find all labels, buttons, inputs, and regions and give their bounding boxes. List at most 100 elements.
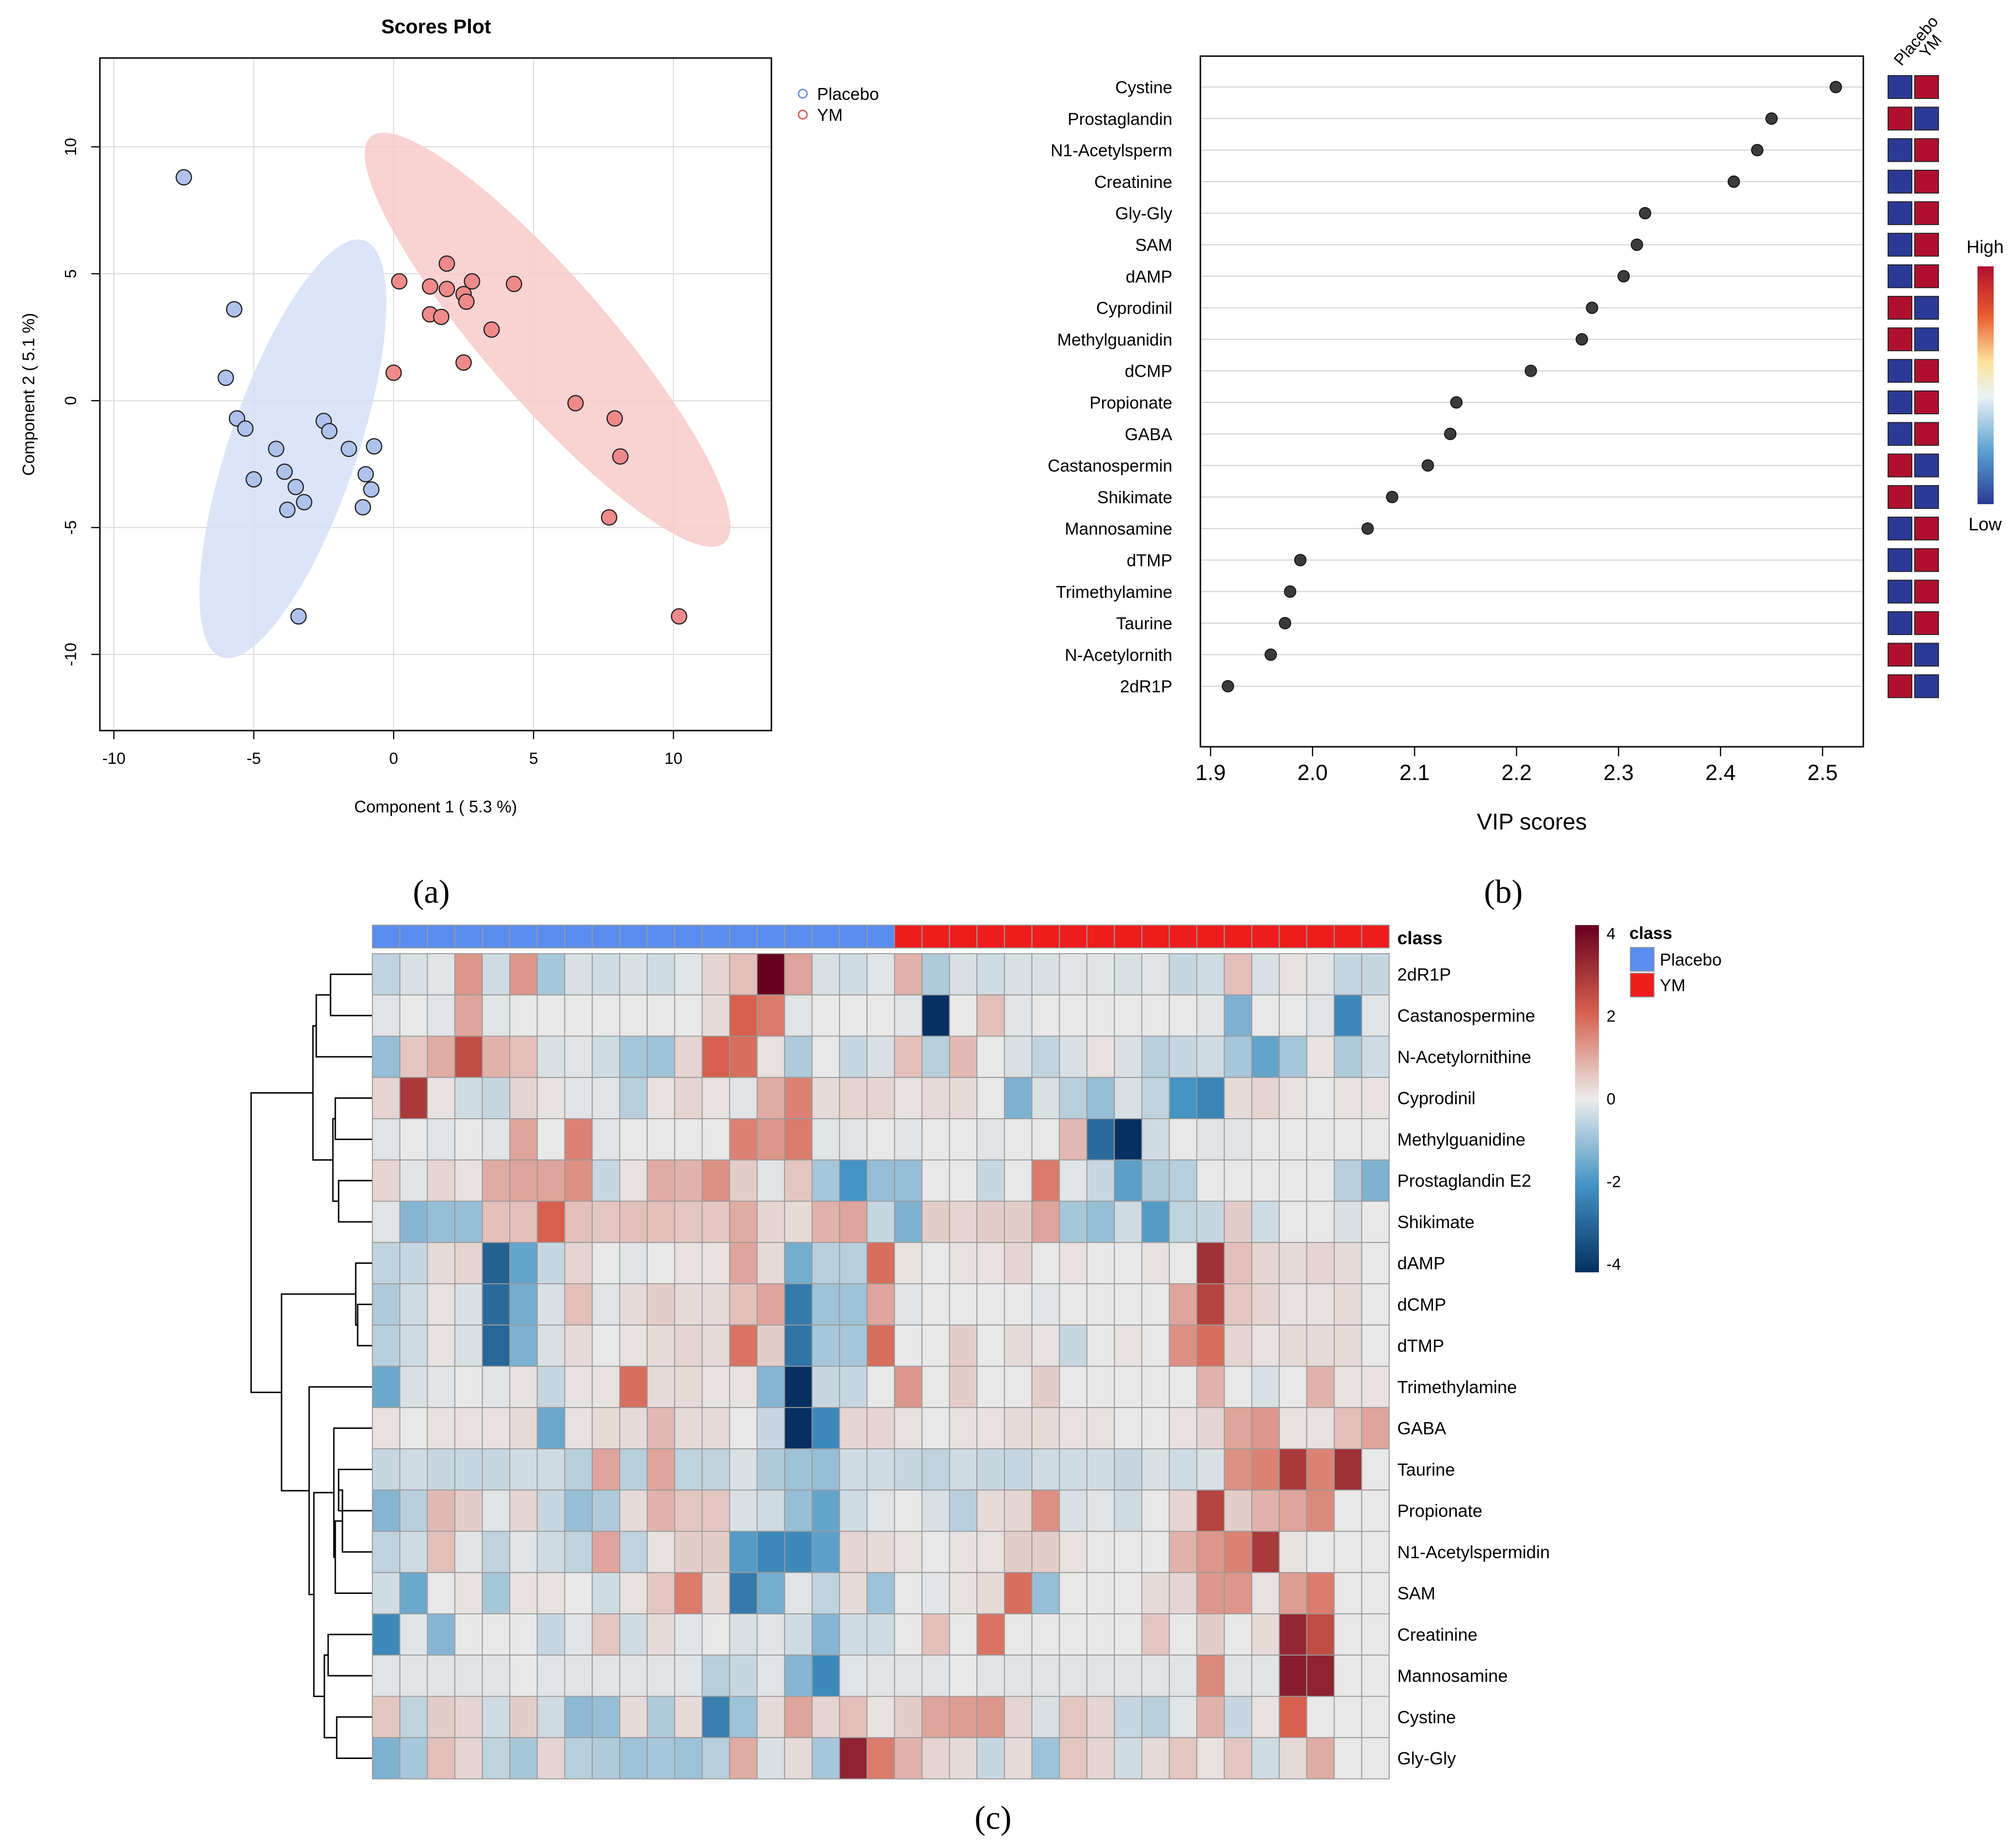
- heatmap-cell-creatinine-22: [976, 1613, 1005, 1656]
- heatmap-cell-taurine-26: [1086, 1448, 1115, 1491]
- heatmap-cell-n-acetylornithine-8: [592, 1035, 621, 1078]
- vip-heat-2dr1p-placebo: [1888, 674, 1912, 698]
- heatmap-cell-gly-gly-26: [1086, 1737, 1115, 1779]
- heatmap-cell-cystine-25: [1059, 1696, 1088, 1738]
- heatmap-cell-cystine-6: [536, 1696, 565, 1738]
- vip-heat-creatinine-placebo: [1888, 169, 1912, 194]
- heatmap-cell-prostaglandin-e2-23: [1004, 1159, 1032, 1202]
- vip-heat-dcmp-placebo: [1888, 359, 1912, 383]
- heatmap-cell-dcmp-6: [536, 1283, 565, 1326]
- heatmap-cell-2dr1p-0: [372, 953, 400, 996]
- heatmap-cell-prostaglandin-e2-31: [1224, 1159, 1253, 1202]
- heatmap-cell-prostaglandin-e2-12: [701, 1159, 730, 1202]
- vip-colorbar-low-label: Low: [1968, 515, 2002, 535]
- heatmap-cell-shikimate-27: [1114, 1201, 1142, 1243]
- heatmap-cell-cystine-15: [784, 1696, 813, 1738]
- heatmap-cell-mannosamine-21: [949, 1654, 978, 1697]
- vip-feature-label-2dr1p: 2dR1P: [1120, 677, 1172, 696]
- vip-feature-label-n-acetylornith: N-Acetylornith: [1065, 645, 1172, 664]
- heatmap-cell-mannosamine-25: [1059, 1654, 1088, 1697]
- vip-point-gaba: [1444, 428, 1457, 440]
- heatmap-cell-mannosamine-10: [646, 1654, 675, 1697]
- heatmap-cell-n-acetylornithine-16: [811, 1035, 840, 1078]
- heatmap-cell-gly-gly-29: [1169, 1737, 1198, 1779]
- heatmap-cell-castanospermine-5: [509, 994, 538, 1037]
- panel-label-c: (c): [974, 1800, 1012, 1836]
- point-ym-4: [421, 278, 438, 295]
- heatmap-cell-methylguanidine-26: [1086, 1118, 1115, 1161]
- heatmap-cell-creatinine-31: [1224, 1613, 1253, 1656]
- heatmap-cell-mannosamine-12: [701, 1654, 730, 1697]
- heatmap-cell-gaba-27: [1114, 1407, 1142, 1449]
- heatmap-cell-gaba-21: [949, 1407, 978, 1449]
- heatmap-cell-cyprodinil-18: [867, 1077, 895, 1119]
- heatmap-cell-dcmp-14: [756, 1283, 785, 1326]
- heatmap-cell-gly-gly-25: [1059, 1737, 1088, 1779]
- heatmap-cell-castanospermine-25: [1059, 994, 1088, 1037]
- heatmap-cell-2dr1p-16: [811, 953, 840, 996]
- heatmap-row-label-cystine: Cystine: [1397, 1708, 1456, 1727]
- heatmap-cell-n-acetylornithine-32: [1251, 1035, 1280, 1078]
- heatmap-cell-creatinine-26: [1086, 1613, 1115, 1656]
- heatmap-cell-gly-gly-12: [701, 1737, 730, 1779]
- heatmap-cell-gaba-22: [976, 1407, 1005, 1449]
- heatmap-cell-n1-acetylspermidin-5: [509, 1531, 538, 1573]
- heatmap-cell-damp-30: [1196, 1242, 1225, 1284]
- heatmap-cell-n-acetylornithine-5: [509, 1035, 538, 1078]
- heatmap-cell-taurine-36: [1361, 1448, 1390, 1491]
- heatmap-cell-damp-8: [592, 1242, 621, 1284]
- vip-heat-taurine-ym: [1914, 611, 1939, 635]
- heatmap-cell-propionate-4: [482, 1489, 510, 1532]
- heatmap-cell-n1-acetylspermidin-31: [1224, 1531, 1253, 1573]
- heatmap-cell-gly-gly-8: [592, 1737, 621, 1779]
- heatmap-cell-dtmp-23: [1004, 1324, 1032, 1367]
- heatmap-cell-methylguanidine-19: [894, 1118, 923, 1161]
- heatmap-cell-n1-acetylspermidin-21: [949, 1531, 978, 1573]
- heatmap-cell-trimethylamine-21: [949, 1366, 978, 1408]
- heatmap-cell-sam-12: [701, 1572, 730, 1614]
- legend-label-ym: YM: [817, 105, 843, 125]
- heatmap-cell-trimethylamine-33: [1278, 1366, 1307, 1408]
- heatmap-cell-sam-17: [839, 1572, 868, 1614]
- heatmap-cell-2dr1p-5: [509, 953, 538, 996]
- heatmap-cell-gaba-25: [1059, 1407, 1088, 1449]
- heatmap-cell-taurine-23: [1004, 1448, 1032, 1491]
- heatmap-cell-gaba-12: [701, 1407, 730, 1449]
- heatmap-cell-shikimate-10: [646, 1201, 675, 1243]
- dendrogram-branch-13: [336, 1716, 372, 1759]
- heatmap-cell-n-acetylornithine-0: [372, 1035, 400, 1078]
- scores-plot-frame: [99, 57, 772, 732]
- heatmap-cell-trimethylamine-30: [1196, 1366, 1225, 1408]
- heatmap-cell-prostaglandin-e2-19: [894, 1159, 923, 1202]
- heatmap-cell-gly-gly-36: [1361, 1737, 1390, 1779]
- heatmap-cell-gaba-3: [454, 1407, 483, 1449]
- heatmap-cell-castanospermine-20: [921, 994, 950, 1037]
- heatmap-cell-methylguanidine-16: [811, 1118, 840, 1161]
- heatmap-cell-methylguanidine-3: [454, 1118, 483, 1161]
- heatmap-cell-2dr1p-32: [1251, 953, 1280, 996]
- heatmap-row-label-2dr1p: 2dR1P: [1397, 965, 1451, 984]
- heatmap-cell-trimethylamine-32: [1251, 1366, 1280, 1408]
- heatmap-cell-dcmp-15: [784, 1283, 813, 1326]
- heatmap-cell-dtmp-6: [536, 1324, 565, 1367]
- heatmap-cell-2dr1p-17: [839, 953, 868, 996]
- heatmap-cell-n-acetylornithine-36: [1361, 1035, 1390, 1078]
- heatmap-cell-sam-25: [1059, 1572, 1088, 1614]
- vip-heat-propionate-placebo: [1888, 390, 1912, 414]
- x-tick-label-5: 5: [529, 750, 538, 768]
- heatmap-cell-dcmp-13: [729, 1283, 758, 1326]
- vip-heat-methylguanidin-ym: [1914, 327, 1939, 351]
- heatmap-cell-n1-acetylspermidin-22: [976, 1531, 1005, 1573]
- heatmap-cell-taurine-30: [1196, 1448, 1225, 1491]
- legend-marker-ym: [798, 109, 808, 120]
- heatmap-cell-dtmp-25: [1059, 1324, 1088, 1367]
- heatmap-cell-prostaglandin-e2-14: [756, 1159, 785, 1202]
- vip-heat-prostaglandin-ym: [1914, 107, 1939, 131]
- heatmap-cell-castanospermine-6: [536, 994, 565, 1037]
- heatmap-cell-cystine-9: [619, 1696, 648, 1738]
- heatmap-cell-cystine-22: [976, 1696, 1005, 1738]
- heatmap-cell-creatinine-33: [1278, 1613, 1307, 1656]
- dendrogram-branch-1: [315, 994, 372, 1058]
- dendrogram-branch-12: [327, 1633, 372, 1677]
- vip-point-methylguanidin: [1576, 333, 1588, 346]
